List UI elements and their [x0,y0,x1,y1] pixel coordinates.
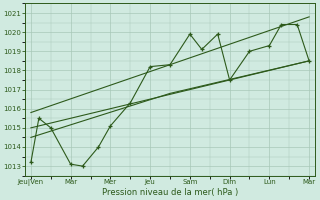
X-axis label: Pression niveau de la mer( hPa ): Pression niveau de la mer( hPa ) [102,188,238,197]
